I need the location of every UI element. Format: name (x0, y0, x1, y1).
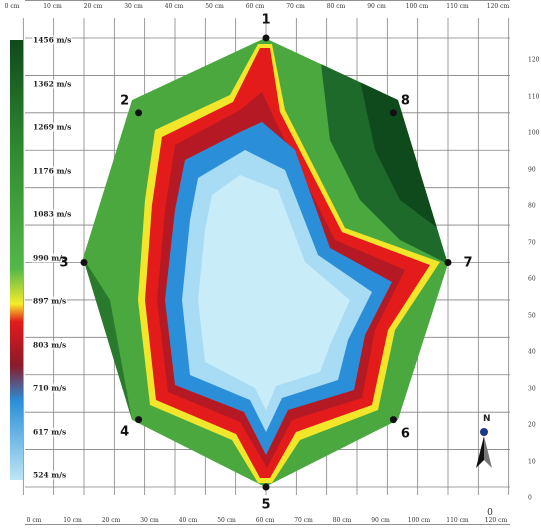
x-tick-top: 0 cm (4, 3, 20, 10)
bottom-extra-label: 0 (487, 508, 493, 518)
y-tick-right: 80 (528, 202, 536, 210)
sensor-label-4: 4 (120, 424, 130, 440)
sensor-label-7: 7 (463, 255, 473, 270)
x-tick-top: 100 cm (405, 3, 429, 10)
legend-colorbar (10, 40, 23, 480)
y-tick-right: 60 (528, 275, 536, 283)
legend-label: 897 m/s (32, 296, 68, 306)
x-tick-top: 60 cm (245, 3, 265, 10)
y-tick-right: 30 (528, 385, 536, 392)
x-tick-bottom: 70 cm (294, 517, 313, 524)
x-tick-top: 70 cm (286, 3, 305, 10)
north-label: N (483, 414, 491, 424)
y-tick-right: 40 (528, 348, 536, 356)
sensor-label-8: 8 (400, 93, 410, 109)
y-tick-right: 10 (528, 458, 536, 465)
sensor-point-6 (389, 416, 397, 424)
x-tick-top: 40 cm (164, 3, 184, 10)
y-tick-right: 70 (528, 239, 536, 246)
x-tick-bottom: 80 cm (332, 517, 352, 524)
velocity-field (83, 38, 448, 487)
sensor-label-1: 1 (261, 12, 271, 28)
legend-label: 617 m/s (32, 427, 68, 436)
x-tick-bottom: 10 cm (63, 517, 82, 524)
x-tick-top: 120 cm (486, 3, 510, 10)
x-tick-top: 80 cm (326, 3, 346, 10)
sensor-point-4 (135, 416, 143, 424)
legend-label: 1362 m/s (32, 79, 73, 88)
sensor-point-2 (135, 109, 143, 117)
legend-label: 524 m/s (32, 470, 68, 480)
x-tick-bottom: 120 cm (484, 517, 508, 524)
x-tick-top: 90 cm (367, 3, 386, 10)
x-tick-bottom: 30 cm (140, 517, 159, 524)
sensor-point-1 (262, 34, 270, 42)
x-tick-bottom: 90 cm (371, 517, 390, 524)
x-tick-bottom: 50 cm (217, 517, 236, 524)
legend-label: 803 m/s (32, 340, 68, 349)
sensor-point-5 (262, 483, 270, 491)
x-tick-top: 10 cm (43, 3, 62, 10)
y-tick-right: 90 (528, 166, 536, 173)
y-tick-right: 20 (528, 421, 536, 429)
legend-label: 1176 m/s (32, 166, 73, 175)
legend-label: 1083 m/s (32, 209, 73, 219)
x-tick-bottom: 40 cm (178, 517, 198, 524)
x-tick-bottom: 20 cm (101, 517, 121, 524)
x-tick-bottom: 0 cm (26, 517, 42, 524)
x-tick-bottom: 110 cm (446, 517, 469, 524)
x-tick-top: 30 cm (124, 3, 143, 10)
x-tick-bottom: 100 cm (407, 517, 431, 524)
x-tick-top: 20 cm (83, 3, 103, 10)
y-tick-right: 0 (528, 494, 532, 502)
y-tick-right: 120 (528, 56, 540, 64)
legend-label: 990 m/s (32, 253, 68, 262)
legend-label: 1269 m/s (32, 122, 73, 132)
sensor-point-8 (389, 109, 397, 117)
x-tick-bottom: 60 cm (255, 517, 275, 524)
north-arrow-icon (476, 428, 492, 468)
y-tick-right: 100 (528, 129, 540, 137)
sensor-points (80, 34, 452, 491)
y-tick-right: 110 (528, 93, 540, 100)
sensor-label-3: 3 (59, 255, 69, 270)
y-tick-right: 50 (528, 312, 536, 319)
sensor-label-6: 6 (400, 426, 410, 442)
x-tick-top: 110 cm (446, 3, 469, 10)
legend-label: 1456 m/s (32, 35, 73, 45)
sensor-label-2: 2 (120, 93, 130, 109)
sensor-point-7 (444, 259, 452, 266)
x-tick-top: 50 cm (205, 3, 224, 10)
sensor-label-5: 5 (261, 497, 271, 513)
sensor-point-3 (80, 259, 88, 266)
legend-label: 710 m/s (32, 383, 68, 393)
